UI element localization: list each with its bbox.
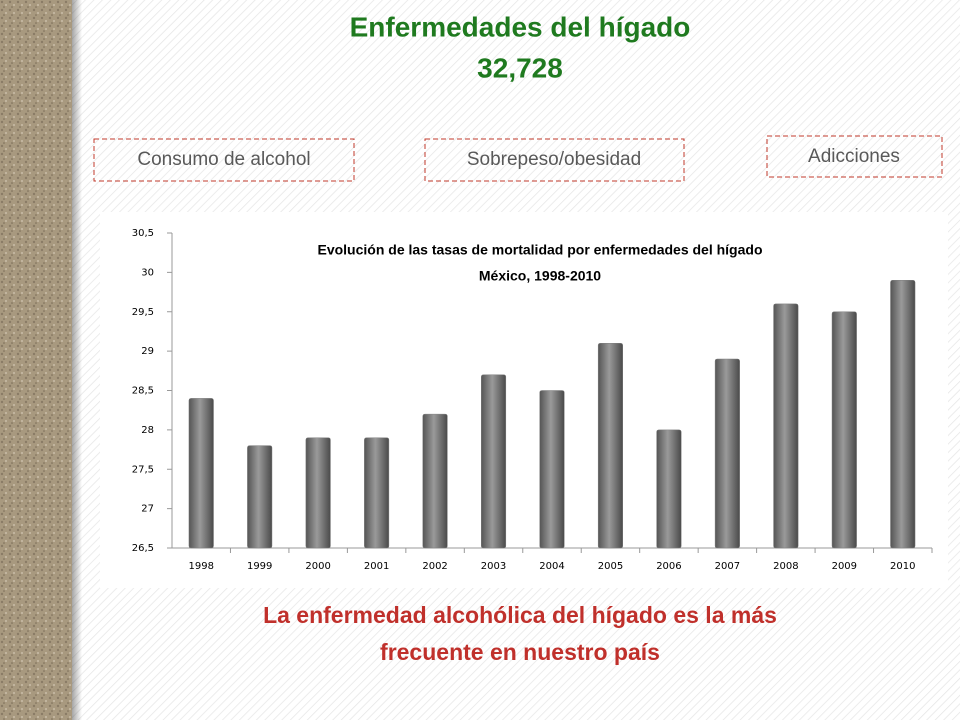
x-tick-label: 2001 [364,561,389,572]
y-tick-label: 30 [141,267,154,278]
y-tick-label: 29 [141,346,154,357]
bar [714,358,740,549]
bar [364,437,390,549]
conclusion: frecuente en nuestro país [380,639,660,665]
y-tick-label: 27 [141,504,154,515]
bar [597,343,623,549]
factor: Sobrepeso/obesidad [467,149,641,170]
x-tick-label: 2002 [422,561,447,572]
bar [305,437,331,549]
x-tick-label: 2007 [715,561,740,572]
chart-subtitle: México, 1998-2010 [479,268,601,284]
bar [539,390,565,549]
factor: Adicciones [808,146,900,167]
x-tick-label: 2009 [832,561,857,572]
x-tick-label: 2008 [773,561,798,572]
factor: Consumo de alcohol [137,149,310,170]
factor-box [424,138,685,182]
slide-title: Enfermedades del hígado [350,11,691,42]
total: 32,728 [477,52,563,83]
bar [656,429,682,549]
conclusion: La enfermedad alcohólica del hígado es l… [263,602,777,628]
bar [890,280,916,549]
y-tick-label: 27,5 [132,464,154,475]
x-tick-label: 2004 [539,561,564,572]
bar [188,398,214,549]
y-tick-label: 28,5 [132,386,154,397]
bar [831,311,857,549]
bar [481,374,507,549]
bar [422,413,448,549]
factor-box [766,135,943,178]
side-strip [0,0,72,720]
x-tick-label: 2010 [890,561,915,572]
chart-area [100,212,948,588]
x-tick-label: 2000 [305,561,330,572]
x-tick-label: 2006 [656,561,681,572]
y-tick-label: 30,5 [132,228,154,239]
x-tick-label: 2005 [598,561,623,572]
bar [773,303,799,549]
bar [247,445,273,549]
x-tick-label: 2003 [481,561,506,572]
strip-shadow [72,0,82,720]
y-tick-label: 28 [141,425,154,436]
x-tick-label: 1998 [189,561,214,572]
y-tick-label: 29,5 [132,307,154,318]
factor-box [93,138,355,182]
y-tick-label: 26,5 [132,543,154,554]
chart-title: Evolución de las tasas de mortalidad por… [317,242,762,258]
x-tick-label: 1999 [247,561,272,572]
